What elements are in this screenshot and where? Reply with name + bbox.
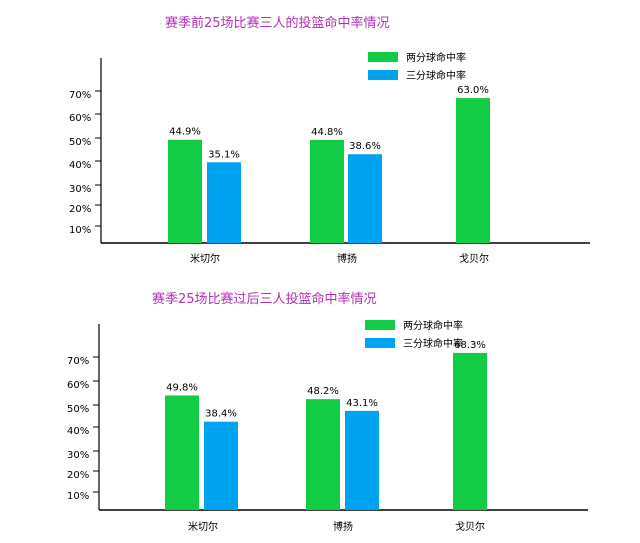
bar-two-point [306, 399, 340, 510]
y-tick-label: 70% [69, 90, 91, 101]
data-label: 49.8% [166, 382, 198, 393]
bar-three-point [207, 162, 241, 243]
category-label: 戈贝尔 [455, 520, 485, 533]
legend-swatch-three-point [368, 70, 398, 80]
category-label: 米切尔 [188, 520, 218, 533]
category-label: 米切尔 [190, 252, 220, 265]
chart-title: 赛季25场比赛过后三人投篮命中率情况 [152, 291, 377, 307]
y-tick-label: 30% [67, 450, 89, 461]
bars [168, 98, 490, 243]
y-tick-label: 70% [67, 356, 89, 367]
bar-two-point [453, 352, 487, 510]
bar-three-point [348, 154, 382, 243]
y-axis-tick-marks [95, 90, 101, 227]
legend-label: 两分球命中率 [406, 51, 466, 64]
legend-label: 三分球命中率 [403, 337, 463, 350]
y-tick-label: 50% [67, 404, 89, 415]
chart-title: 赛季前25场比赛三人的投篮命中率情况 [165, 15, 390, 31]
bar-two-point [310, 139, 344, 243]
bar-two-point [168, 139, 202, 243]
y-tick-label: 30% [69, 184, 91, 195]
data-label: 38.4% [205, 409, 237, 420]
y-axis-ticks: 10% 20% 30% 40% 50% 60% 70% [67, 356, 89, 502]
data-label: 68.3% [454, 340, 486, 351]
category-label: 博扬 [337, 252, 357, 265]
legend-swatch-two-point [368, 52, 398, 62]
y-tick-label: 10% [67, 491, 89, 502]
bar-two-point [456, 98, 490, 243]
data-labels: 49.8% 38.4% 48.2% 43.1% 68.3% [166, 340, 486, 420]
data-label: 35.1% [208, 149, 240, 160]
chart-before-25-games: 赛季前25场比赛三人的投篮命中率情况 10% 20% 30% 40% 50% 6… [69, 15, 590, 265]
x-axis-categories: 米切尔 博扬 戈贝尔 [188, 520, 485, 533]
data-label: 43.1% [346, 398, 378, 409]
y-tick-label: 20% [67, 470, 89, 481]
data-label: 44.9% [169, 127, 201, 138]
y-tick-label: 60% [69, 113, 91, 124]
y-tick-label: 60% [67, 380, 89, 391]
y-tick-label: 10% [69, 225, 91, 236]
legend-label: 三分球命中率 [406, 69, 466, 82]
legend-swatch-two-point [365, 320, 395, 330]
y-tick-label: 40% [69, 160, 91, 171]
bars [165, 352, 487, 510]
x-axis-categories: 米切尔 博扬 戈贝尔 [190, 252, 489, 265]
y-axis-tick-marks [93, 356, 99, 493]
bar-three-point [204, 421, 238, 510]
bar-two-point [165, 395, 199, 510]
legend-swatch-three-point [365, 338, 395, 348]
data-label: 44.8% [311, 127, 343, 138]
legend: 两分球命中率 三分球命中率 [368, 51, 466, 82]
legend-label: 两分球命中率 [403, 319, 463, 332]
chart-after-25-games: 赛季25场比赛过后三人投篮命中率情况 10% 20% 30% 40% 50% 6… [67, 291, 588, 533]
data-labels: 44.9% 35.1% 44.8% 38.6% 63.0% [169, 85, 489, 160]
data-label: 48.2% [307, 386, 339, 397]
data-label: 38.6% [349, 141, 381, 152]
y-tick-label: 50% [69, 137, 91, 148]
y-axis-ticks: 10% 20% 30% 40% 50% 60% 70% [69, 90, 91, 236]
legend: 两分球命中率 三分球命中率 [365, 319, 463, 350]
category-label: 戈贝尔 [459, 252, 489, 265]
y-tick-label: 40% [67, 426, 89, 437]
data-label: 63.0% [457, 85, 489, 96]
bar-three-point [345, 410, 379, 510]
y-tick-label: 20% [69, 204, 91, 215]
category-label: 博扬 [333, 520, 353, 533]
